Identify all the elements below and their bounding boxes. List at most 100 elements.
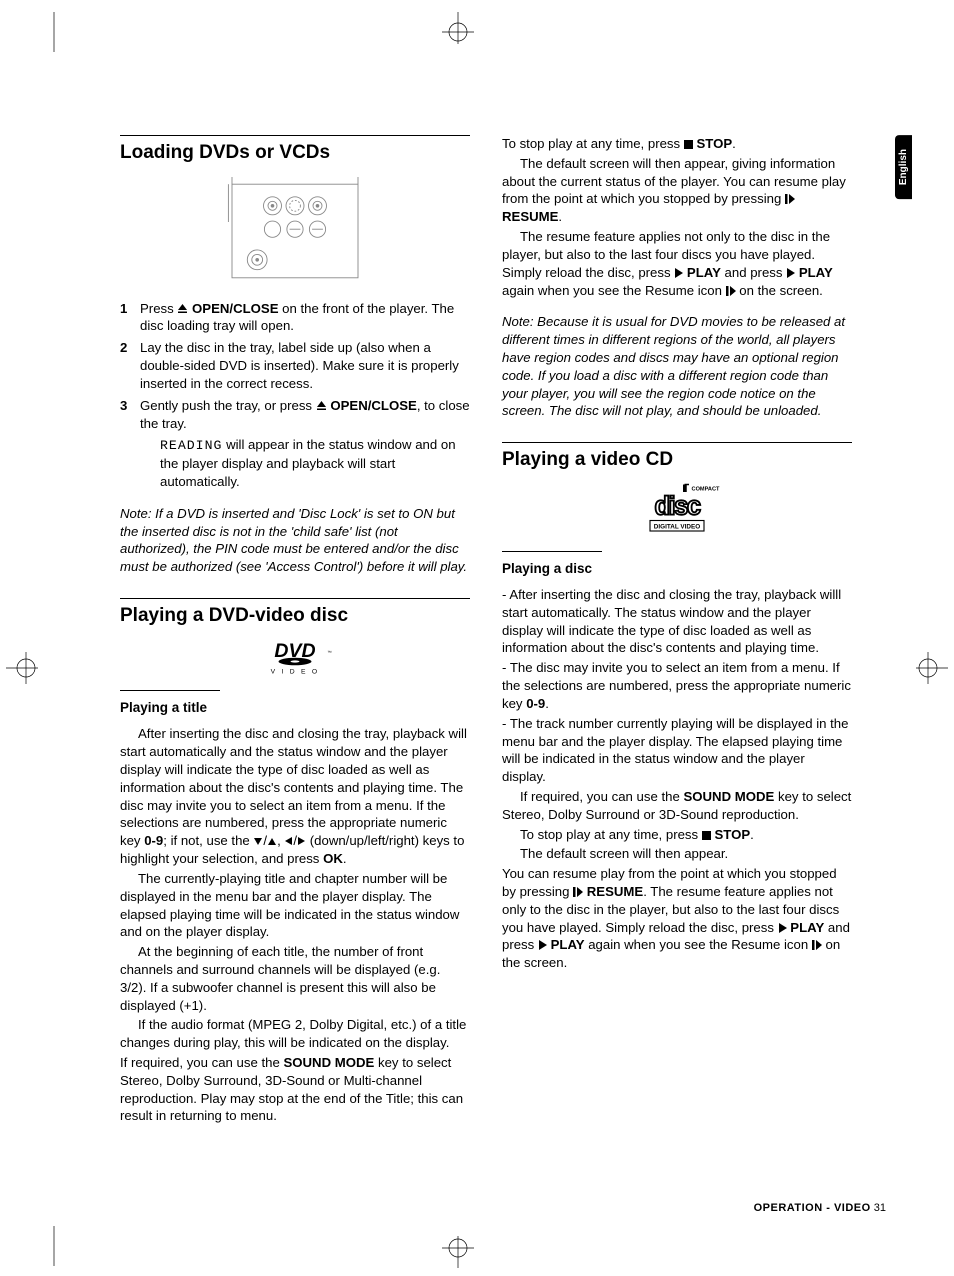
- p-title-2: The currently-playing title and chapter …: [120, 870, 470, 941]
- p-d6: The default screen will then appear.: [502, 845, 852, 863]
- p-d2: - The disc may invite you to select an i…: [502, 659, 852, 712]
- svg-text:COMPACT: COMPACT: [692, 486, 721, 492]
- key: RESUME: [502, 209, 558, 224]
- heading-dvd: Playing a DVD-video disc: [120, 598, 470, 629]
- step-num: 3: [120, 397, 140, 433]
- display-text: READING: [160, 438, 222, 453]
- heading-loading: Loading DVDs or VCDs: [120, 135, 470, 166]
- t: and press: [721, 265, 786, 280]
- p-title-3: At the beginning of each title, the numb…: [120, 943, 470, 1014]
- p-title-4: If the audio format (MPEG 2, Dolby Digit…: [120, 1016, 470, 1052]
- t: After inserting the disc and closing the…: [120, 726, 467, 848]
- loading-steps: 1 Press OPEN/CLOSE on the front of the p…: [120, 300, 470, 433]
- note-region: Note: Because it is usual for DVD movies…: [502, 313, 852, 420]
- page-footer: OPERATION - VIDEO 31: [754, 1202, 886, 1214]
- heading-vcd: Playing a video CD: [502, 442, 852, 473]
- compact-disc-logo: COMPACT disc DIGITAL VIDEO: [632, 483, 722, 537]
- p-d3: - The track number currently playing wil…: [502, 715, 852, 786]
- down-icon: [253, 837, 263, 846]
- t: again when you see the Resume icon: [502, 283, 726, 298]
- t: ; if not, use the: [163, 833, 253, 848]
- t: - The disc may invite you to select an i…: [502, 660, 851, 711]
- t: If required, you can use the: [120, 1055, 283, 1070]
- language-tab: English: [895, 135, 912, 199]
- p-d7: You can resume play from the point at wh…: [502, 865, 852, 972]
- right-icon: [297, 836, 306, 846]
- key: STOP: [714, 827, 750, 842]
- p-stop: To stop play at any time, press STOP.: [502, 135, 852, 153]
- footer-section: OPERATION - VIDEO: [754, 1202, 871, 1214]
- svg-text:V I D E O: V I D E O: [271, 668, 320, 675]
- p-d4: If required, you can use the SOUND MODE …: [502, 788, 852, 824]
- rule: [502, 551, 602, 552]
- step-num: 1: [120, 300, 140, 336]
- t: To stop play at any time, press: [520, 827, 702, 842]
- t: .: [732, 136, 736, 151]
- step-3: 3 Gently push the tray, or press OPEN/CL…: [120, 397, 470, 433]
- t: To stop play at any time, press: [502, 136, 684, 151]
- t: again when you see the Resume icon: [585, 937, 812, 952]
- t: .: [343, 851, 347, 866]
- resume-icon: [573, 887, 583, 897]
- resume-icon: [785, 194, 795, 204]
- t: on the screen.: [736, 283, 823, 298]
- t: Press: [140, 301, 177, 316]
- btn: OPEN/CLOSE: [330, 398, 416, 413]
- tray-diagram: [205, 176, 385, 286]
- p-d5: To stop play at any time, press STOP.: [502, 826, 852, 844]
- eject-icon: [177, 303, 188, 314]
- play-icon: [778, 923, 787, 933]
- key: PLAY: [551, 937, 585, 952]
- play-icon: [674, 268, 683, 278]
- svg-text:DIGITAL VIDEO: DIGITAL VIDEO: [654, 523, 700, 530]
- resume-icon: [726, 286, 736, 296]
- key: PLAY: [790, 920, 824, 935]
- p-title-1: After inserting the disc and closing the…: [120, 725, 470, 868]
- t: .: [545, 696, 549, 711]
- p-d1: - After inserting the disc and closing t…: [502, 586, 852, 657]
- key: PLAY: [687, 265, 721, 280]
- key: PLAY: [799, 265, 833, 280]
- left-column: Loading DVDs or VCDs 1 Press OPEN/CLOSE …: [120, 135, 470, 1127]
- ok: OK: [323, 851, 343, 866]
- up-icon: [267, 837, 277, 846]
- resume-icon: [812, 940, 822, 950]
- reading-line: READING will appear in the status window…: [160, 436, 470, 490]
- svg-text:disc: disc: [654, 492, 700, 520]
- t: Gently push the tray, or press: [140, 398, 316, 413]
- p-default: The default screen will then appear, giv…: [502, 155, 852, 226]
- footer-page: 31: [874, 1202, 886, 1214]
- note-disc-lock: Note: If a DVD is inserted and 'Disc Loc…: [120, 505, 470, 576]
- right-column: To stop play at any time, press STOP. Th…: [502, 135, 852, 1127]
- heading-playing-disc: Playing a disc: [502, 560, 852, 578]
- page-content: Loading DVDs or VCDs 1 Press OPEN/CLOSE …: [120, 135, 870, 1127]
- stop-icon: [702, 831, 711, 840]
- t: .: [558, 209, 562, 224]
- heading-playing-title: Playing a title: [120, 699, 470, 717]
- step-num: 2: [120, 339, 140, 392]
- rule: [120, 690, 220, 691]
- p-resume2: The resume feature applies not only to t…: [502, 228, 852, 299]
- svg-text:™: ™: [327, 650, 332, 655]
- t: .: [750, 827, 754, 842]
- p-title-5: If required, you can use the SOUND MODE …: [120, 1054, 470, 1125]
- left-icon: [284, 836, 293, 846]
- step-2: 2 Lay the disc in the tray, label side u…: [120, 339, 470, 392]
- step-text: Gently push the tray, or press OPEN/CLOS…: [140, 397, 470, 433]
- dvd-logo: DVD V I D E O ™: [250, 639, 340, 677]
- step-text: Lay the disc in the tray, label side up …: [140, 339, 470, 392]
- key: STOP: [696, 136, 732, 151]
- step-text: Press OPEN/CLOSE on the front of the pla…: [140, 300, 470, 336]
- t: on the front of the player. The disc loa…: [140, 301, 454, 334]
- key: 0-9: [526, 696, 545, 711]
- step-1: 1 Press OPEN/CLOSE on the front of the p…: [120, 300, 470, 336]
- play-icon: [538, 940, 547, 950]
- t: If required, you can use the: [520, 789, 683, 804]
- stop-icon: [684, 140, 693, 149]
- eject-icon: [316, 400, 327, 411]
- key: 0-9: [144, 833, 163, 848]
- key: RESUME: [587, 884, 643, 899]
- btn: OPEN/CLOSE: [192, 301, 278, 316]
- key: SOUND MODE: [283, 1055, 374, 1070]
- key: SOUND MODE: [683, 789, 774, 804]
